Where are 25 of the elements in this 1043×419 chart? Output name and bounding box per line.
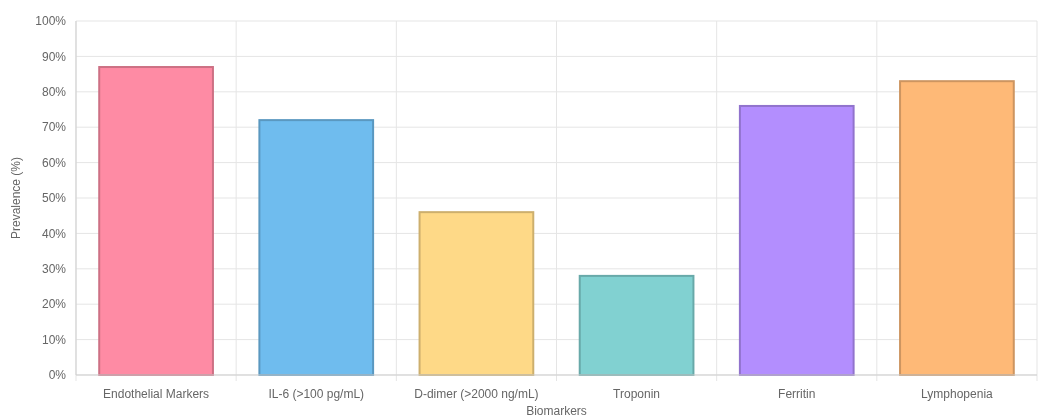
x-tick-label: IL-6 (>100 pg/mL) [268, 387, 365, 401]
bar [738, 104, 855, 376]
y-axis-title: Prevalence (%) [9, 156, 23, 240]
x-tick-label: Ferritin [778, 387, 816, 401]
y-tick-label: 40% [41, 226, 67, 241]
y-tick-label: 10% [41, 332, 67, 347]
y-tick-label: 50% [41, 191, 67, 206]
x-tick-label: Endothelial Markers [103, 387, 210, 401]
bar [899, 80, 1015, 376]
y-tick-label: 80% [41, 85, 67, 99]
y-tick-label: 0% [48, 368, 67, 383]
bar [418, 211, 535, 376]
y-tick-label: 90% [41, 49, 67, 64]
x-axis-title: Biomarkers [526, 404, 587, 418]
y-tick-label: 70% [41, 120, 67, 135]
y-tick-label: 30% [41, 262, 67, 276]
x-tick-label: Troponin [613, 387, 661, 401]
y-tick-label: 20% [41, 297, 67, 312]
bar [578, 274, 695, 376]
bar [98, 66, 214, 376]
y-tick-label: 60% [41, 155, 67, 170]
x-tick-label: Lymphopenia [921, 387, 994, 401]
bar [258, 119, 375, 376]
x-tick-label: D-dimer (>2000 ng/mL) [414, 387, 539, 401]
y-tick-label: 100% [35, 14, 67, 29]
